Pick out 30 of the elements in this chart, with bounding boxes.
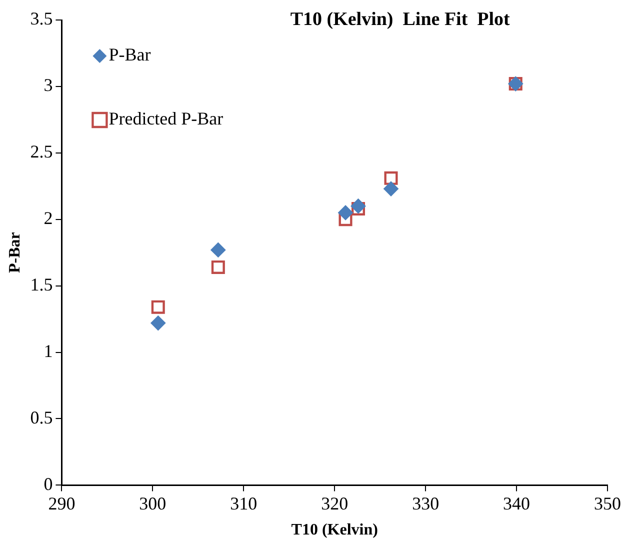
y-tick-label: 3.5 (30, 8, 53, 29)
point (211, 260, 225, 274)
y-tick-label: 2.5 (30, 142, 53, 162)
point (150, 316, 166, 331)
point (210, 242, 226, 258)
y-tick-label: 2 (44, 208, 53, 228)
x-tick-label: 320 (321, 494, 348, 514)
x-tick-label: 340 (503, 494, 530, 514)
x-tick-label: 290 (48, 494, 76, 514)
x-tick-label: 300 (139, 494, 166, 514)
y-tick-label: 0.5 (30, 407, 53, 428)
y-axis-title: P-Bar (6, 232, 24, 274)
point (151, 300, 165, 314)
point (384, 181, 398, 196)
x-tick-label: 330 (412, 494, 440, 514)
point (351, 202, 366, 216)
y-tick-label: 1 (44, 341, 53, 362)
y-tick-label: 0 (44, 474, 53, 494)
x-tick-label: 310 (230, 494, 258, 514)
point (338, 205, 354, 220)
x-axis-title: T10 (Kelvin) (291, 522, 378, 539)
point (350, 198, 366, 214)
y-tick-label: 3 (44, 75, 53, 96)
legend-label: P-Bar (108, 44, 151, 65)
point (338, 212, 352, 226)
legend-label: Predicted P-Bar (108, 108, 224, 129)
y-tick-label: 1.5 (30, 274, 53, 295)
x-tick-label: 350 (594, 494, 621, 514)
chart-title: T10 (Kelvin) Line Fit Plot (290, 8, 511, 30)
point (384, 171, 398, 185)
